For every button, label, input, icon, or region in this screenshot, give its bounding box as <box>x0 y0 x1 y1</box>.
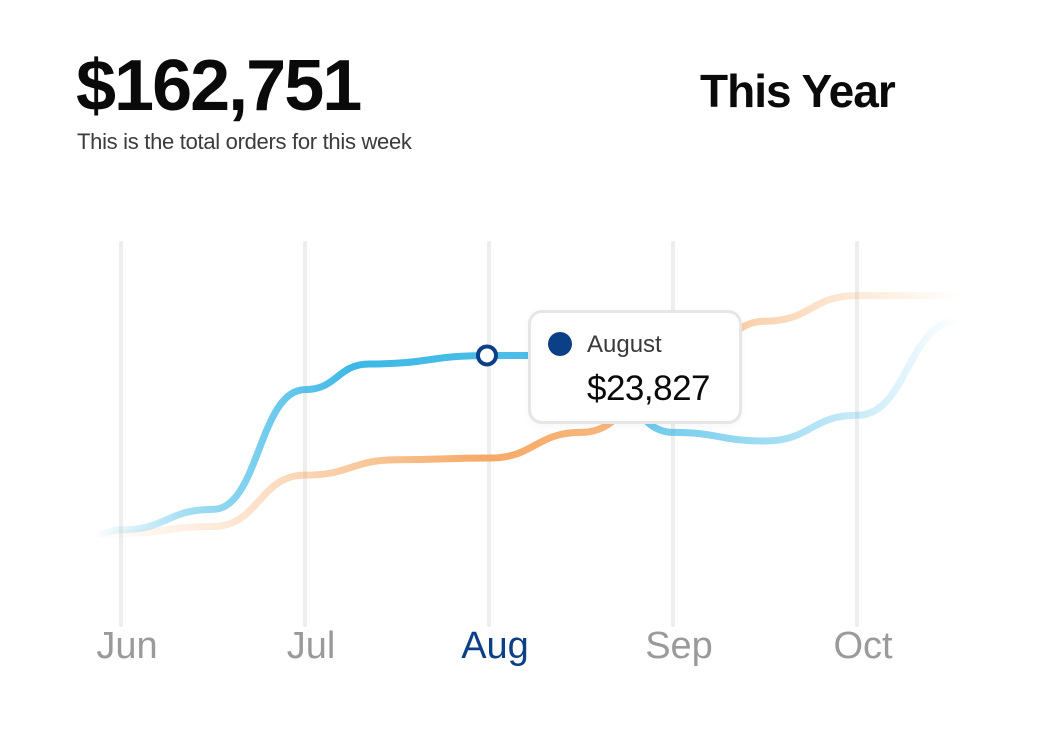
tooltip-series-dot <box>548 332 572 356</box>
x-tick-sep[interactable]: Sep <box>645 625 713 667</box>
x-tick-jul[interactable]: Jul <box>287 625 336 667</box>
total-orders-value: $162,751 <box>76 46 362 126</box>
highlight-point[interactable] <box>476 344 498 367</box>
x-tick-oct[interactable]: Oct <box>833 625 893 667</box>
period-selector[interactable]: This Year <box>700 65 896 117</box>
tooltip-month: August <box>587 331 662 358</box>
series-line-blue <box>89 317 962 539</box>
x-tick-aug[interactable]: Aug <box>461 625 529 667</box>
x-tick-jun[interactable]: Jun <box>96 625 157 667</box>
total-orders-caption: This is the total orders for this week <box>77 129 412 154</box>
tooltip-value: $23,827 <box>587 369 711 408</box>
series-line-orange <box>89 292 962 539</box>
data-tooltip: August $23,827 <box>528 310 742 424</box>
